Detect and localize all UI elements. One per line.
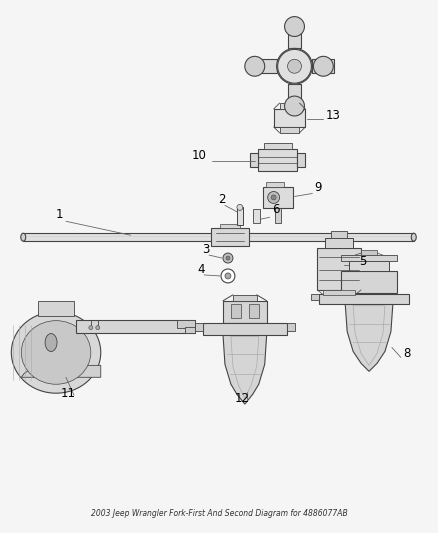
Circle shape	[271, 195, 276, 200]
Circle shape	[89, 326, 93, 329]
Bar	[349, 261, 389, 271]
Bar	[38, 301, 74, 316]
Bar	[211, 228, 249, 246]
Bar	[279, 103, 300, 109]
Polygon shape	[311, 294, 319, 300]
Bar	[288, 84, 301, 106]
Circle shape	[237, 204, 243, 211]
Circle shape	[314, 56, 333, 76]
Text: 5: 5	[359, 255, 367, 268]
Text: 6: 6	[272, 203, 279, 216]
Bar	[275, 208, 281, 223]
Bar	[249, 304, 259, 318]
Text: 8: 8	[403, 348, 410, 360]
Bar	[323, 290, 355, 295]
Bar	[288, 27, 301, 49]
Circle shape	[285, 17, 304, 36]
Text: 12: 12	[235, 392, 250, 405]
Bar	[223, 301, 267, 322]
Bar	[23, 233, 414, 241]
Bar	[274, 109, 305, 127]
Circle shape	[96, 326, 100, 329]
Circle shape	[221, 269, 235, 283]
Text: 11: 11	[61, 387, 76, 400]
Text: 9: 9	[314, 181, 322, 195]
Text: 10: 10	[192, 149, 207, 161]
Bar	[341, 255, 397, 261]
Ellipse shape	[411, 233, 416, 241]
Circle shape	[278, 50, 311, 83]
Text: 2003 Jeep Wrangler Fork-First And Second Diagram for 4886077AB: 2003 Jeep Wrangler Fork-First And Second…	[91, 509, 347, 518]
Bar	[220, 224, 240, 228]
Bar	[237, 207, 243, 225]
Text: 13: 13	[325, 109, 340, 122]
Bar	[253, 209, 260, 223]
Bar	[177, 320, 195, 328]
Bar	[266, 182, 283, 187]
Circle shape	[225, 273, 231, 279]
Bar	[325, 238, 353, 248]
Bar	[318, 248, 361, 290]
Bar	[250, 153, 258, 167]
Ellipse shape	[45, 334, 57, 351]
Bar	[331, 231, 347, 238]
Bar	[264, 143, 292, 149]
Circle shape	[245, 56, 265, 76]
Polygon shape	[286, 322, 294, 330]
Bar	[341, 271, 397, 293]
Polygon shape	[345, 304, 393, 372]
Ellipse shape	[21, 233, 26, 241]
Bar	[297, 153, 305, 167]
Circle shape	[268, 191, 279, 204]
Circle shape	[288, 59, 301, 73]
Bar	[312, 59, 334, 73]
Polygon shape	[195, 322, 203, 330]
Bar	[76, 320, 195, 333]
Circle shape	[223, 253, 233, 263]
Polygon shape	[223, 335, 267, 404]
Bar	[263, 187, 293, 208]
Text: 1: 1	[56, 208, 64, 221]
Ellipse shape	[11, 312, 101, 393]
Bar	[361, 250, 377, 255]
Text: 4: 4	[197, 263, 205, 276]
Bar	[319, 294, 409, 304]
Bar	[233, 295, 257, 301]
Bar	[279, 127, 300, 133]
Circle shape	[277, 49, 312, 84]
Text: 3: 3	[202, 243, 209, 256]
Circle shape	[285, 96, 304, 116]
Bar	[185, 327, 195, 333]
Ellipse shape	[21, 321, 91, 384]
Bar	[203, 322, 286, 335]
Text: 2: 2	[218, 193, 226, 206]
Bar	[231, 304, 241, 318]
Circle shape	[226, 256, 230, 260]
Bar	[258, 149, 297, 171]
Bar	[255, 59, 277, 73]
Polygon shape	[21, 365, 101, 377]
